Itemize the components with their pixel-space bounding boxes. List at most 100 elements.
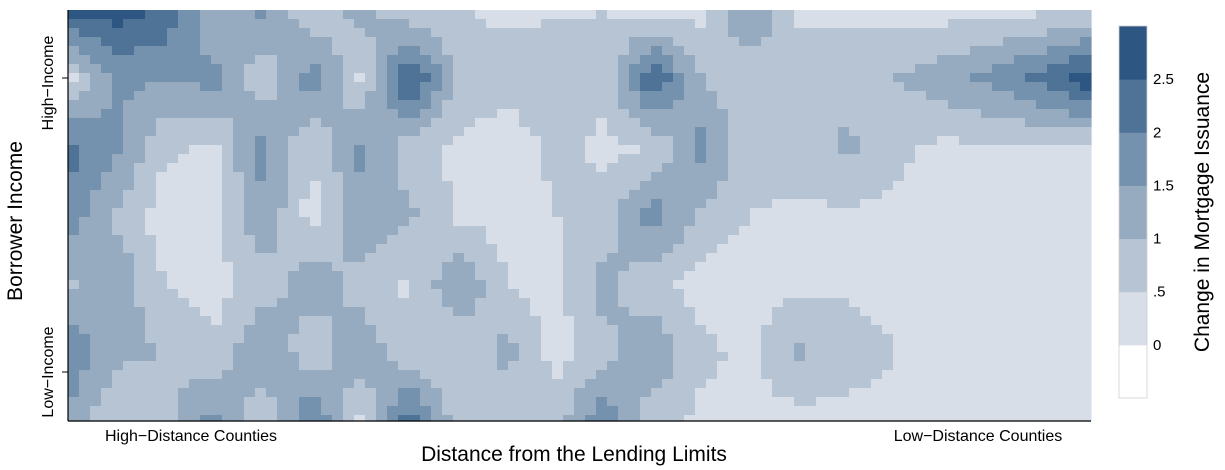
heatmap-cell — [596, 19, 608, 29]
heatmap-cell — [519, 82, 531, 92]
heatmap-cell — [926, 73, 938, 83]
heatmap-cell — [662, 181, 674, 191]
heatmap-cell — [629, 154, 641, 164]
heatmap-cell — [816, 280, 828, 290]
heatmap-cell — [1047, 217, 1059, 227]
heatmap-cell — [596, 379, 608, 389]
heatmap-cell — [1014, 280, 1026, 290]
heatmap-cell — [486, 64, 498, 74]
heatmap-cell — [926, 370, 938, 380]
heatmap-cell — [849, 46, 861, 56]
heatmap-cell — [453, 118, 465, 128]
heatmap-cell — [134, 208, 146, 218]
heatmap-cell — [717, 298, 729, 308]
heatmap-cell — [1003, 397, 1015, 407]
heatmap-cell — [530, 280, 542, 290]
heatmap-cell — [530, 217, 542, 227]
heatmap-cell — [233, 253, 245, 263]
heatmap-cell — [255, 334, 267, 344]
heatmap-cell — [343, 118, 355, 128]
heatmap-cell — [354, 28, 366, 38]
heatmap-cell — [343, 280, 355, 290]
heatmap-cell — [255, 37, 267, 47]
heatmap-cell — [299, 100, 311, 110]
heatmap-cell — [695, 415, 707, 422]
heatmap-cell — [1014, 271, 1026, 281]
heatmap-cell — [277, 307, 289, 317]
heatmap-cell — [299, 37, 311, 47]
heatmap-cell — [838, 343, 850, 353]
heatmap-cell — [596, 307, 608, 317]
heatmap-cell — [794, 235, 806, 245]
heatmap-cell — [310, 370, 322, 380]
heatmap-cell — [706, 55, 718, 65]
heatmap-cell — [1058, 127, 1070, 137]
heatmap-cell — [486, 325, 498, 335]
heatmap-cell — [838, 136, 850, 146]
heatmap-cell — [607, 82, 619, 92]
heatmap-cell — [442, 397, 454, 407]
heatmap-cell — [1047, 181, 1059, 191]
heatmap-cell — [926, 199, 938, 209]
heatmap-cell — [156, 46, 168, 56]
heatmap-cell — [211, 28, 223, 38]
heatmap-cell — [277, 235, 289, 245]
heatmap-cell — [904, 55, 916, 65]
heatmap-cell — [717, 217, 729, 227]
heatmap-cell — [486, 352, 498, 362]
heatmap-cell — [200, 397, 212, 407]
heatmap-cell — [640, 298, 652, 308]
heatmap-cell — [959, 325, 971, 335]
heatmap-cell — [684, 325, 696, 335]
heatmap-cell — [739, 334, 751, 344]
heatmap-cell — [134, 73, 146, 83]
heatmap-cell — [948, 244, 960, 254]
heatmap-cell — [156, 55, 168, 65]
heatmap-cell — [1080, 415, 1092, 422]
heatmap-cell — [882, 352, 894, 362]
heatmap-cell — [453, 244, 465, 254]
heatmap-cell — [1014, 352, 1026, 362]
heatmap-cell — [904, 73, 916, 83]
heatmap-cell — [233, 37, 245, 47]
heatmap-cell — [475, 118, 487, 128]
heatmap-cell — [684, 334, 696, 344]
heatmap-cell — [904, 262, 916, 272]
heatmap-cell — [167, 154, 179, 164]
heatmap-cell — [849, 208, 861, 218]
heatmap-cell — [970, 55, 982, 65]
heatmap-cell — [508, 109, 520, 119]
heatmap-cell — [101, 298, 113, 308]
heatmap-cell — [805, 91, 817, 101]
heatmap-cell — [772, 127, 784, 137]
heatmap-cell — [200, 91, 212, 101]
heatmap-cell — [805, 163, 817, 173]
heatmap-cell — [68, 262, 80, 272]
heatmap-cell — [398, 91, 410, 101]
heatmap-cell — [101, 271, 113, 281]
heatmap-cell — [640, 379, 652, 389]
heatmap-cell — [882, 127, 894, 137]
heatmap-cell — [343, 10, 355, 20]
heatmap-cell — [508, 253, 520, 263]
heatmap-cell — [739, 361, 751, 371]
heatmap-cell — [1036, 154, 1048, 164]
heatmap-cell — [497, 73, 509, 83]
heatmap-cell — [178, 55, 190, 65]
heatmap-cell — [365, 199, 377, 209]
heatmap-cell — [717, 316, 729, 326]
heatmap-cell — [222, 325, 234, 335]
heatmap-cell — [123, 145, 135, 155]
heatmap-cell — [893, 163, 905, 173]
heatmap-cell — [992, 415, 1004, 422]
heatmap-cell — [860, 289, 872, 299]
heatmap-cell — [783, 316, 795, 326]
heatmap-cell — [640, 37, 652, 47]
heatmap-cell — [794, 370, 806, 380]
heatmap-cell — [167, 352, 179, 362]
heatmap-cell — [937, 406, 949, 416]
heatmap-cell — [200, 406, 212, 416]
heatmap-cell — [299, 316, 311, 326]
heatmap-cell — [552, 217, 564, 227]
heatmap-cell — [453, 298, 465, 308]
